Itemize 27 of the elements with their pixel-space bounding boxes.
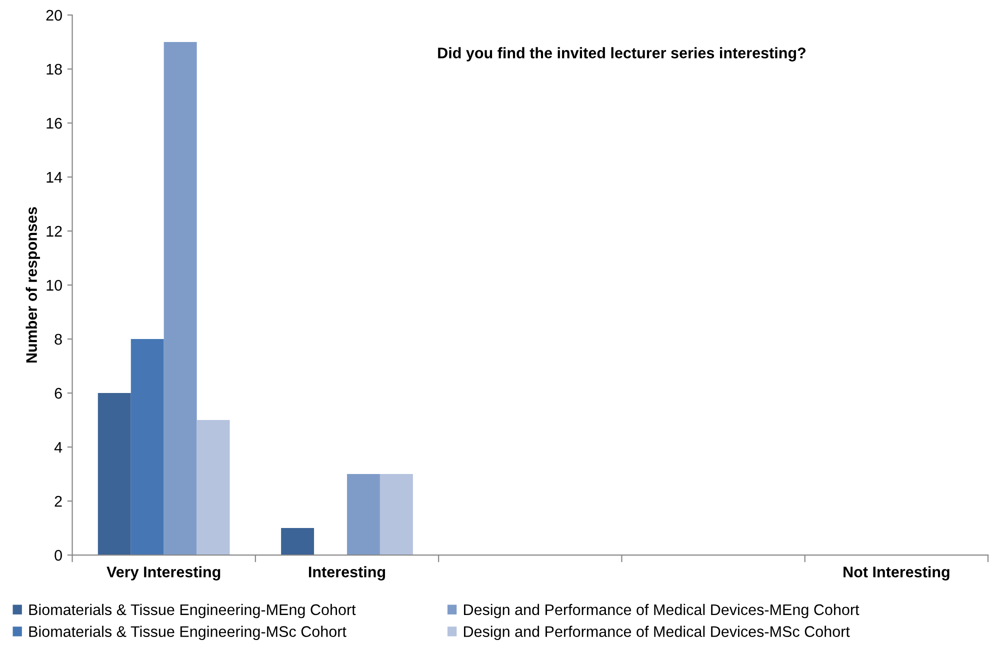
y-tick-label: 8 [54,334,62,345]
x-tick-label: Interesting [308,566,386,580]
legend-label: Biomaterials & Tissue Engineering-MEng Cohort [29,604,356,618]
y-tick-label: 12 [46,226,62,237]
y-tick-label: 0 [54,550,62,561]
y-axis-title: Number of responses [26,207,40,363]
y-tick-label: 2 [54,496,62,507]
bar [164,42,197,556]
x-tick-label: Not Interesting [844,566,950,580]
y-tick-label: 4 [54,442,62,453]
legend-label: Biomaterials & Tissue Engineering-MSc Cohort [29,626,346,640]
y-tick-label: 18 [46,64,62,75]
bar [98,393,131,556]
x-tick-label: Very Interesting [106,566,220,580]
legend-label: Design and Performance of Medical Devices-MEng Cohort [464,604,860,618]
y-tick-label: 10 [46,280,62,291]
bar [196,420,230,556]
text: Did you find the invited lecturer series interesting? [438,47,806,62]
y-tick-label: 6 [54,388,62,399]
y-tick-label: 14 [46,172,62,183]
bar [380,474,413,556]
bar [130,339,164,556]
y-tick-label: 20 [46,10,62,21]
bar [346,474,380,556]
y-tick-label: 16 [46,118,62,129]
bar [281,528,314,556]
legend-label: Design and Performance of Medical Devices-MSc Cohort [464,626,850,640]
